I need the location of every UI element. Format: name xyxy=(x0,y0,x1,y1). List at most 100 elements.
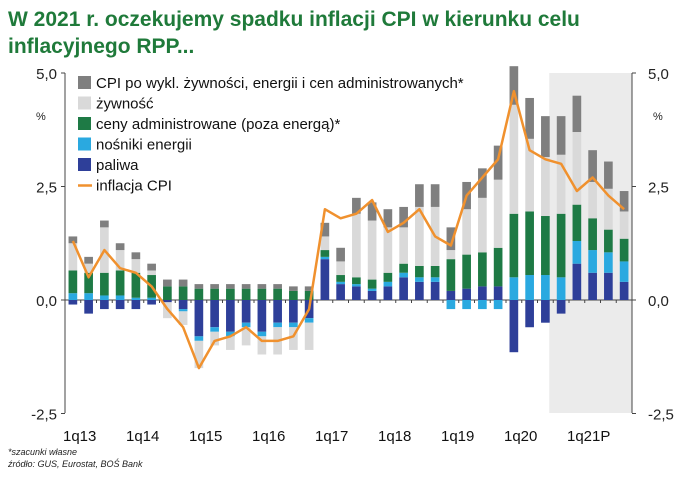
bar-admin-2q18 xyxy=(399,263,408,273)
bar-core-1q18 xyxy=(383,209,393,228)
bar-admin-4q13 xyxy=(115,270,125,296)
bar-core-1q21 xyxy=(572,95,582,133)
bar-core-2q18 xyxy=(399,206,408,228)
bar-core-2q20 xyxy=(525,97,534,139)
bar-core-4q13 xyxy=(115,243,125,251)
left-tick-label: 0,0 xyxy=(36,293,57,310)
bar-energy-1q15 xyxy=(194,336,204,341)
bar-food-3q20 xyxy=(541,156,550,217)
right-axis-unit: % xyxy=(653,111,663,123)
bar-energy-2q16 xyxy=(273,322,282,328)
bar-food-4q21 xyxy=(619,211,629,239)
bar-fuel-3q18 xyxy=(415,281,424,300)
bar-food-4q14 xyxy=(178,311,188,325)
bar-fuel-2q19 xyxy=(462,288,471,300)
bar-admin-2q13 xyxy=(84,272,93,294)
bar-core-2q17 xyxy=(336,247,345,262)
legend-label-admin: ceny administrowane (poza energą)* xyxy=(96,116,340,133)
bar-core-3q17 xyxy=(352,197,361,214)
x-tick-label: 1q18 xyxy=(378,428,411,445)
bar-fuel-3q21 xyxy=(604,272,613,300)
bar-fuel-2q18 xyxy=(399,277,408,300)
bar-admin-4q16 xyxy=(304,290,314,300)
bar-energy-4q13 xyxy=(115,295,125,300)
bar-core-4q20 xyxy=(556,116,566,155)
bar-core-1q19 xyxy=(446,227,456,251)
left-axis-unit: % xyxy=(36,111,46,123)
bar-energy-1q19 xyxy=(446,300,456,310)
bar-fuel-2q21 xyxy=(588,272,597,300)
bar-fuel-4q20 xyxy=(556,300,566,314)
right-tick-label: 0,0 xyxy=(648,293,669,310)
bar-energy-3q13 xyxy=(100,295,109,300)
bar-energy-2q17 xyxy=(336,281,345,285)
legend-swatch-energy xyxy=(78,137,91,151)
right-tick-label: 2,5 xyxy=(648,180,669,197)
bar-admin-4q18 xyxy=(430,265,440,278)
bar-core-1q15 xyxy=(194,284,204,289)
axes xyxy=(61,72,636,414)
bar-energy-4q17 xyxy=(367,288,377,291)
legend-label-fuel: paliwa xyxy=(96,157,139,174)
bar-energy-4q16 xyxy=(304,318,314,323)
left-tick-label: 2,5 xyxy=(36,180,57,197)
x-tick-label: 1q16 xyxy=(252,428,285,445)
bar-food-3q19 xyxy=(478,197,487,253)
bar-admin-3q20 xyxy=(541,216,550,276)
bar-food-2q15 xyxy=(210,331,219,346)
bar-core-2q13 xyxy=(84,256,93,264)
bar-admin-1q19 xyxy=(446,259,456,291)
bar-food-1q15 xyxy=(194,340,204,369)
bar-food-3q21 xyxy=(604,188,613,230)
bar-food-4q16 xyxy=(304,322,314,350)
bar-energy-2q19 xyxy=(462,300,471,310)
bar-admin-2q19 xyxy=(462,254,471,289)
bar-admin-3q15 xyxy=(226,288,235,300)
bar-fuel-1q21 xyxy=(572,263,582,300)
bar-core-4q15 xyxy=(241,284,251,289)
bar-core-3q16 xyxy=(289,286,298,291)
right-tick-label: -2,5 xyxy=(648,407,674,424)
cpi-line-series xyxy=(71,89,625,370)
cpi-line xyxy=(71,89,625,370)
bar-core-4q21 xyxy=(619,191,629,212)
bar-core-4q19 xyxy=(493,145,503,180)
bar-fuel-3q16 xyxy=(289,300,298,323)
bar-admin-1q18 xyxy=(383,272,393,282)
bar-food-1q14 xyxy=(131,259,141,273)
bar-admin-4q19 xyxy=(493,247,503,287)
title-line-1: W 2021 r. oczekujemy spadku inflacji CPI… xyxy=(8,8,580,31)
bar-fuel-2q15 xyxy=(210,300,219,328)
bar-food-2q21 xyxy=(588,181,597,219)
bar-energy-2q15 xyxy=(210,327,219,332)
bar-fuel-1q20 xyxy=(509,300,519,353)
bar-admin-1q15 xyxy=(194,288,204,300)
bar-fuel-4q15 xyxy=(241,300,251,323)
bar-admin-4q20 xyxy=(556,213,566,278)
bar-energy-1q16 xyxy=(257,331,267,337)
bar-admin-3q17 xyxy=(352,277,361,285)
bar-fuel-1q15 xyxy=(194,300,204,337)
bar-admin-2q20 xyxy=(525,211,534,276)
bar-food-4q17 xyxy=(367,220,377,280)
bar-core-4q16 xyxy=(304,286,314,291)
bar-fuel-4q17 xyxy=(367,290,377,300)
title-line-2: inflacyjnego RPP... xyxy=(8,35,195,58)
bar-fuel-2q13 xyxy=(84,300,93,314)
right-axis-ticks: 5,0 2,5 0,0 -2,5 xyxy=(648,66,674,424)
bar-food-3q18 xyxy=(415,206,424,266)
bar-core-3q18 xyxy=(415,184,424,207)
bar-energy-3q18 xyxy=(415,277,424,282)
bar-energy-2q13 xyxy=(84,293,93,300)
bar-fuel-3q14 xyxy=(163,300,172,303)
bar-energy-2q18 xyxy=(399,272,408,278)
bar-admin-3q21 xyxy=(604,229,613,253)
legend-label-food: żywność xyxy=(96,96,154,113)
legend-label-cpi: inflacja CPI xyxy=(96,178,172,195)
bar-energy-3q16 xyxy=(289,322,298,328)
bar-energy-1q13 xyxy=(68,293,78,300)
bar-energy-2q20 xyxy=(525,275,534,300)
legend-label-core: CPI po wykl. żywności, energii i cen adm… xyxy=(96,75,464,92)
bar-core-1q13 xyxy=(68,236,78,244)
